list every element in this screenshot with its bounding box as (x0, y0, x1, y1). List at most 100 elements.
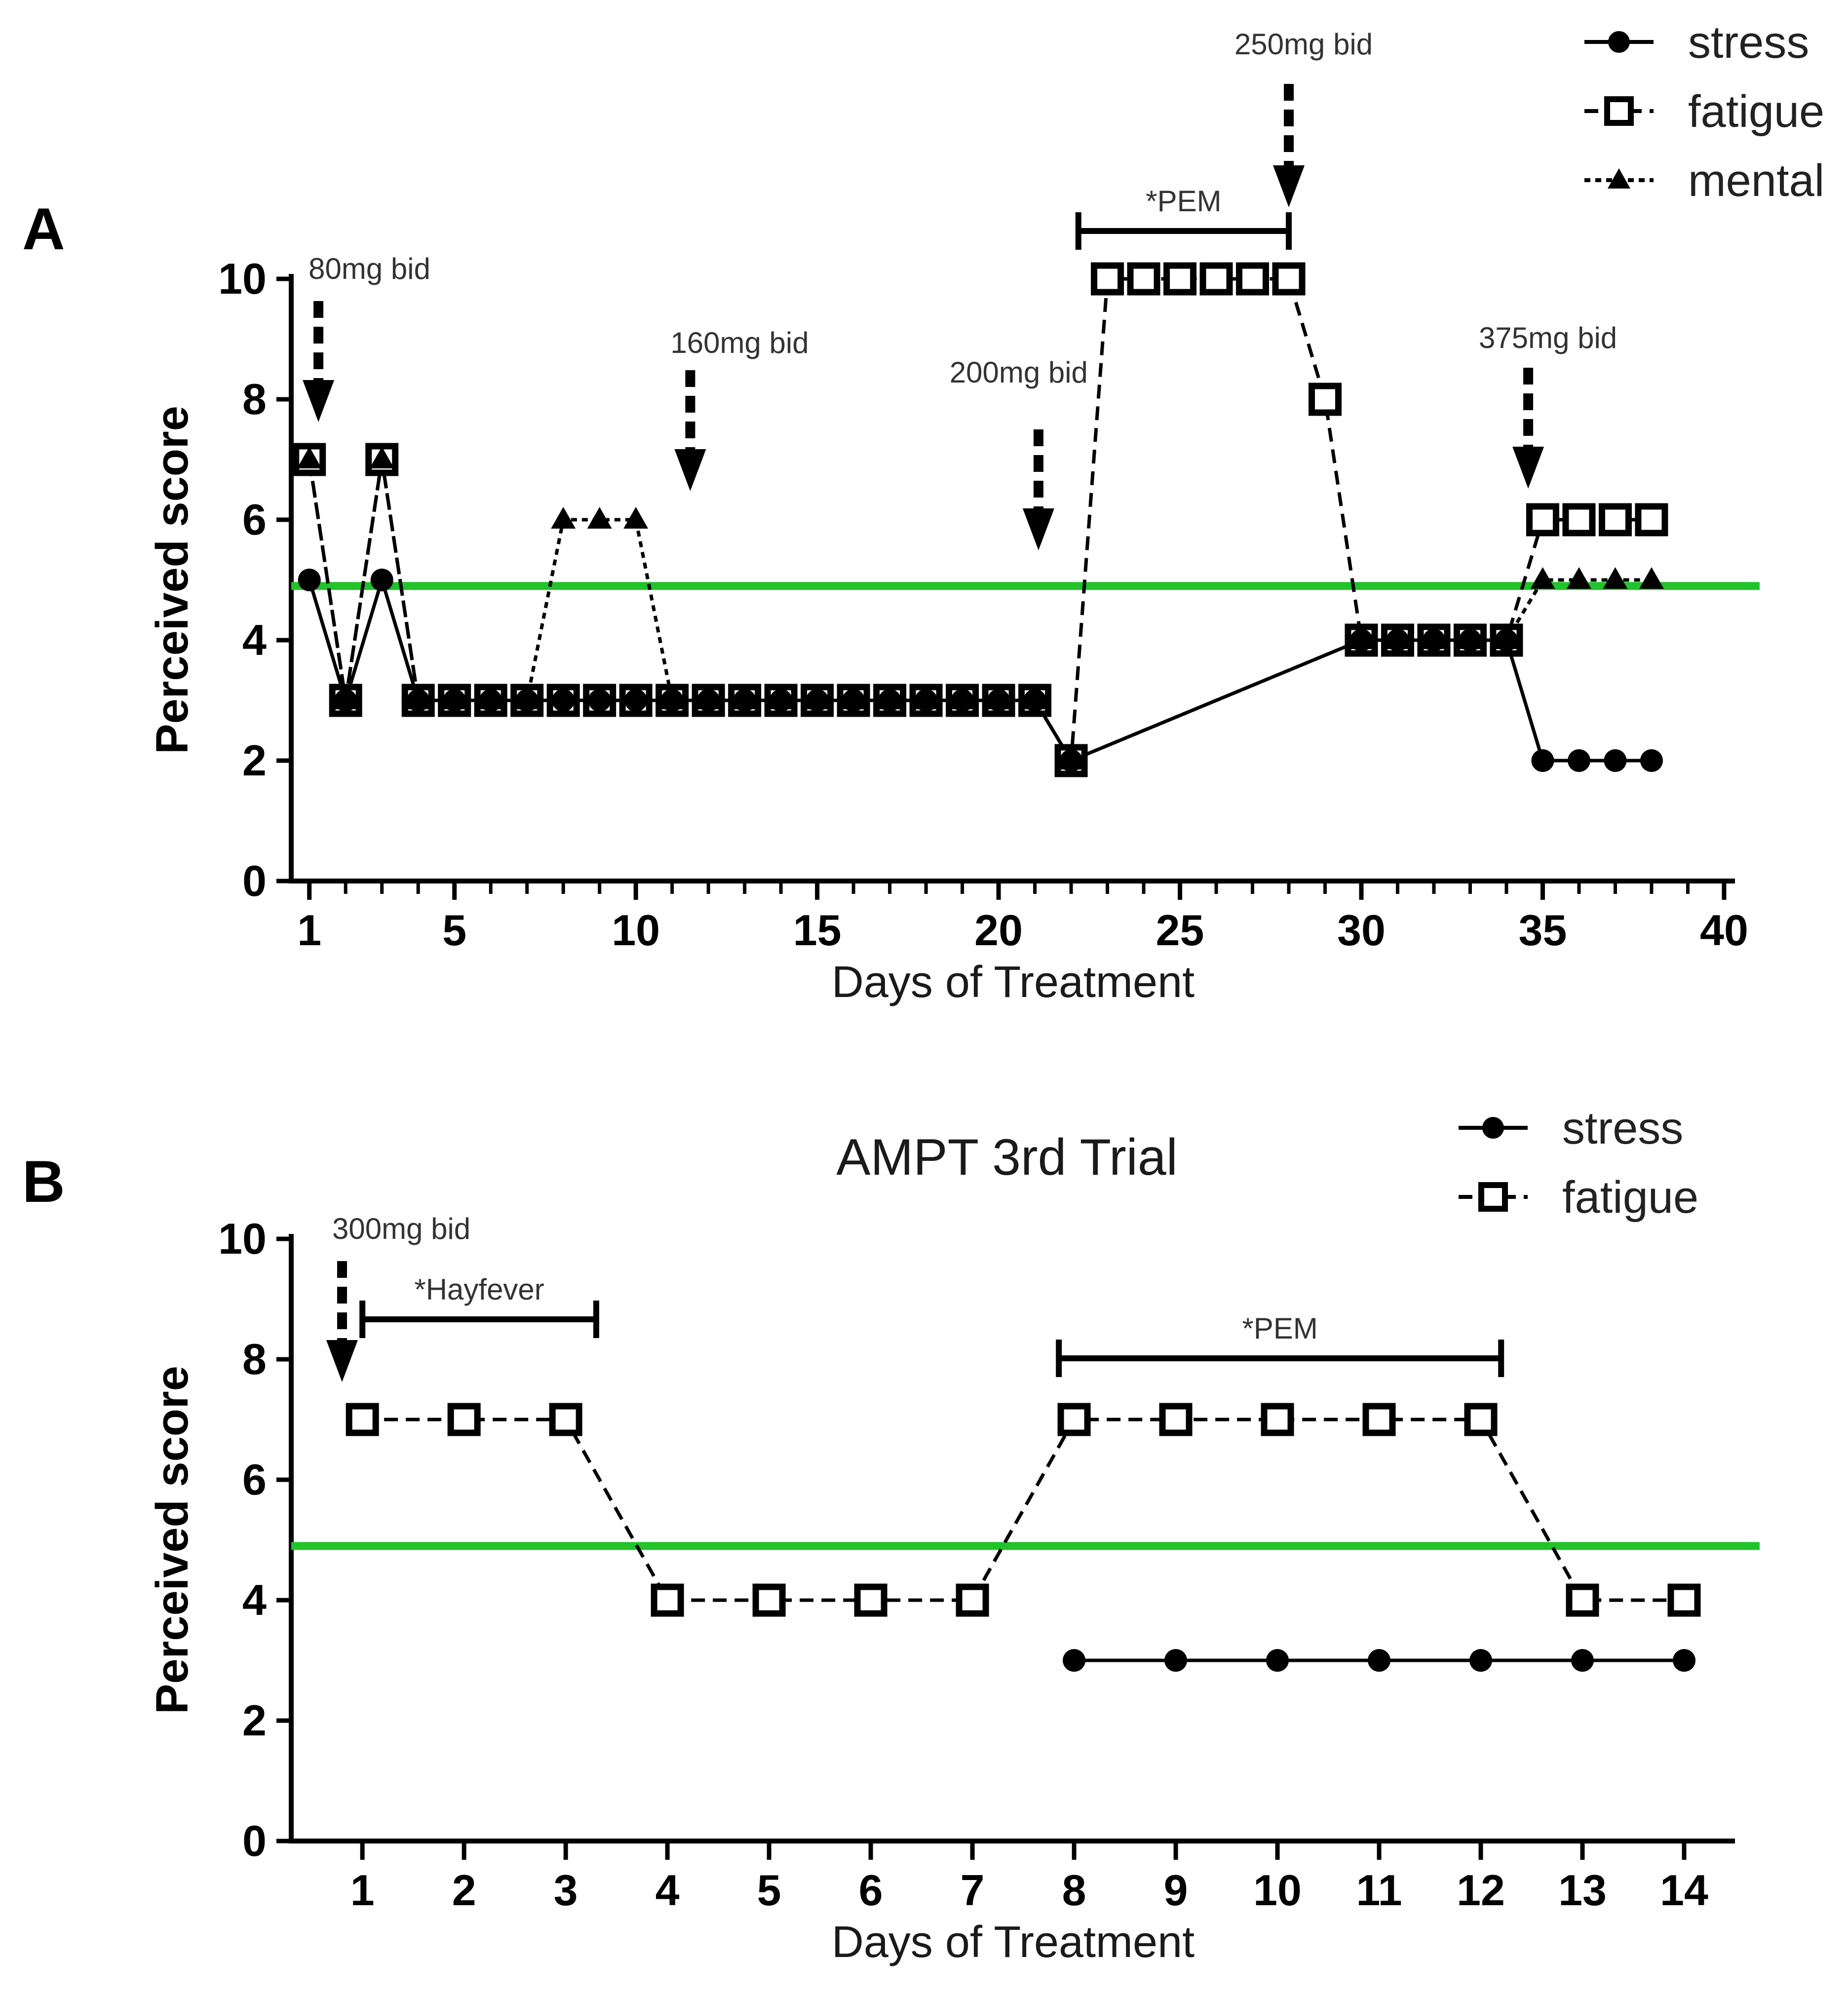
data-point-fatigue (1127, 262, 1160, 296)
data-point-stress (588, 689, 611, 712)
y-tick-label: 4 (242, 1575, 267, 1624)
data-point-mental (478, 688, 503, 709)
dose-label: 80mg bid (308, 252, 430, 285)
data-point-fatigue (1236, 262, 1270, 296)
y-tick-label: 0 (242, 856, 267, 905)
y-tick-label: 4 (242, 615, 267, 664)
x-tick-label: 25 (1156, 906, 1204, 955)
data-point-mental (333, 688, 358, 709)
x-tick-label: 30 (1337, 906, 1386, 955)
y-tick-label: 0 (242, 1816, 267, 1865)
data-point-fatigue (1566, 1583, 1599, 1617)
x-tick-label: 4 (655, 1866, 680, 1915)
event-bracket-label: *PEM (1242, 1312, 1318, 1345)
data-point-stress (1531, 749, 1554, 772)
dose-arrow-head (326, 1340, 358, 1382)
data-point-mental (659, 688, 685, 709)
data-point-mental (986, 688, 1011, 709)
data-point-mental (1530, 567, 1555, 589)
y-tick-label: 6 (242, 495, 267, 544)
data-point-mental (1385, 627, 1410, 649)
data-point-mental (1349, 627, 1374, 649)
x-tick-label: 14 (1660, 1866, 1708, 1915)
data-point-fatigue (1199, 262, 1233, 296)
legend-marker-mental (1608, 168, 1630, 189)
data-point-mental (1059, 748, 1084, 769)
data-point-mental (406, 688, 431, 709)
data-point-mental (514, 688, 539, 709)
data-point-stress (1567, 749, 1590, 772)
x-tick-label: 10 (1253, 1866, 1302, 1915)
data-point-stress (1266, 1649, 1289, 1672)
dose-label: 250mg bid (1234, 28, 1373, 61)
legend-label: fatigue (1688, 86, 1824, 137)
data-point-mental (297, 447, 322, 468)
data-point-fatigue (956, 1583, 989, 1617)
data-point-mental (551, 507, 576, 529)
series-line-stress (308, 578, 1652, 763)
data-point-fatigue (1635, 503, 1668, 537)
legend-marker-fatigue (1604, 96, 1634, 126)
data-point-mental (1022, 688, 1047, 709)
x-tick-label: 7 (961, 1866, 985, 1915)
x-tick-label: 40 (1700, 906, 1748, 955)
dose-arrow-head (1512, 447, 1544, 489)
dose-arrow-head (303, 380, 335, 422)
data-point-fatigue (651, 1583, 684, 1617)
data-point-stress (1469, 1649, 1493, 1672)
legend-label: stress (1562, 1103, 1683, 1153)
x-tick-label: 1 (350, 1866, 375, 1915)
y-tick-label: 10 (218, 254, 267, 303)
data-point-stress (1063, 1649, 1086, 1672)
data-point-fatigue (1309, 383, 1342, 416)
data-point-stress (1164, 1649, 1188, 1672)
legend-marker-stress (1608, 31, 1630, 53)
y-axis-title: Perceived score (147, 406, 197, 754)
x-tick-label: 11 (1356, 1866, 1402, 1915)
legend-label: mental (1688, 155, 1824, 206)
x-tick-label: 15 (793, 906, 842, 955)
dose-arrow-head (674, 449, 706, 491)
panel-label-b: B (22, 1149, 65, 1215)
dose-arrow-head (1273, 165, 1305, 207)
data-point-fatigue (1272, 262, 1306, 296)
data-point-mental (1639, 567, 1664, 589)
y-tick-label: 2 (242, 736, 267, 785)
data-point-mental (877, 688, 902, 709)
legend-label: fatigue (1562, 1172, 1698, 1223)
y-tick-label: 8 (242, 1335, 267, 1383)
data-point-fatigue (1526, 503, 1559, 537)
data-point-mental (623, 507, 649, 529)
x-tick-label: 6 (859, 1866, 883, 1915)
data-point-fatigue (447, 1403, 481, 1436)
x-tick-label: 3 (554, 1866, 578, 1915)
data-point-mental (1494, 627, 1519, 649)
data-point-fatigue (1091, 262, 1124, 296)
data-point-mental (1566, 567, 1591, 589)
data-point-mental (1458, 627, 1483, 649)
x-tick-label: 13 (1558, 1866, 1607, 1915)
x-tick-label: 8 (1062, 1866, 1086, 1915)
legend-label: stress (1688, 17, 1809, 68)
x-tick-label: 12 (1457, 1866, 1505, 1915)
x-tick-label: 5 (757, 1866, 781, 1915)
x-tick-label: 1 (297, 906, 321, 955)
data-point-stress (1368, 1649, 1391, 1672)
dose-label: 200mg bid (950, 356, 1088, 389)
x-tick-label: 2 (452, 1866, 476, 1915)
x-tick-label: 35 (1519, 906, 1567, 955)
x-tick-label: 5 (442, 906, 466, 955)
chart-title: AMPT 3rd Trial (836, 1129, 1178, 1186)
data-point-fatigue (1562, 503, 1596, 537)
data-point-mental (841, 688, 866, 709)
y-tick-label: 8 (242, 375, 267, 423)
data-point-stress (1673, 1649, 1696, 1672)
x-tick-label: 10 (612, 906, 660, 955)
data-point-stress (1640, 749, 1663, 772)
data-point-mental (732, 688, 757, 709)
legend-marker-fatigue (1478, 1182, 1508, 1212)
data-point-fatigue (1057, 1403, 1091, 1436)
